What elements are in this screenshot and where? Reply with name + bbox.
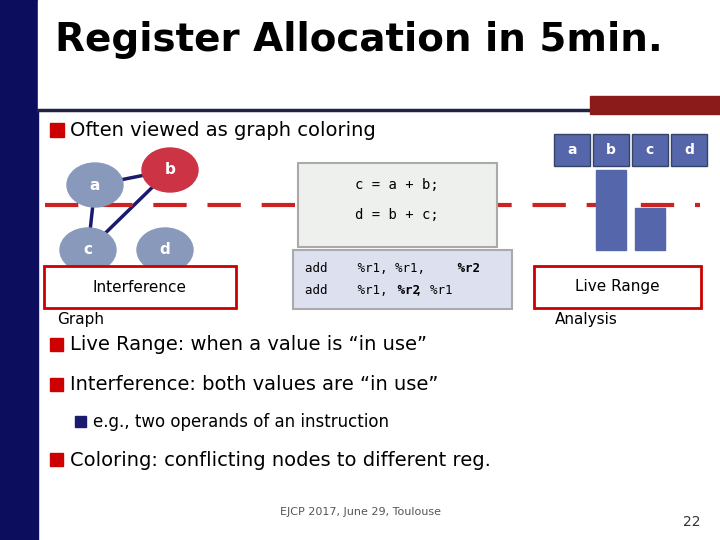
FancyBboxPatch shape xyxy=(534,266,701,308)
Text: Analysis: Analysis xyxy=(555,312,618,327)
Text: Graph: Graph xyxy=(57,312,104,327)
Bar xyxy=(590,96,720,114)
Text: b: b xyxy=(606,143,616,157)
Ellipse shape xyxy=(67,163,123,207)
FancyBboxPatch shape xyxy=(593,134,629,166)
Text: a: a xyxy=(90,178,100,192)
Ellipse shape xyxy=(60,228,116,272)
FancyBboxPatch shape xyxy=(554,134,590,166)
FancyBboxPatch shape xyxy=(632,134,668,166)
Bar xyxy=(50,123,64,137)
Ellipse shape xyxy=(142,148,198,192)
Bar xyxy=(38,0,720,110)
Text: d: d xyxy=(160,242,171,258)
Text: b: b xyxy=(165,163,176,178)
Bar xyxy=(635,208,665,250)
Text: d: d xyxy=(684,143,694,157)
Bar xyxy=(596,170,626,250)
Text: Register Allocation in 5min.: Register Allocation in 5min. xyxy=(55,21,662,59)
Text: a: a xyxy=(567,143,577,157)
FancyBboxPatch shape xyxy=(671,134,707,166)
Text: Interference: Interference xyxy=(93,280,187,294)
Text: c = a + b;: c = a + b; xyxy=(355,178,439,192)
Bar xyxy=(50,453,63,466)
Bar xyxy=(0,0,38,540)
Text: %r2: %r2 xyxy=(450,261,480,274)
Text: 22: 22 xyxy=(683,515,700,529)
Text: add    %r1, %r1,: add %r1, %r1, xyxy=(305,261,425,274)
Bar xyxy=(75,416,86,427)
Text: e.g., two operands of an instruction: e.g., two operands of an instruction xyxy=(93,413,389,431)
Text: c: c xyxy=(84,242,92,258)
Text: add    %r1,: add %r1, xyxy=(305,284,387,296)
FancyBboxPatch shape xyxy=(293,250,512,309)
Text: Live Range: when a value is “in use”: Live Range: when a value is “in use” xyxy=(70,335,427,354)
Text: %r2: %r2 xyxy=(390,284,420,296)
Text: Interference: both values are “in use”: Interference: both values are “in use” xyxy=(70,375,438,395)
Text: d = b + c;: d = b + c; xyxy=(355,208,439,222)
FancyBboxPatch shape xyxy=(298,163,497,247)
Bar xyxy=(50,338,63,351)
Text: Often viewed as graph coloring: Often viewed as graph coloring xyxy=(70,120,376,139)
Text: , %r1: , %r1 xyxy=(415,284,452,296)
Ellipse shape xyxy=(137,228,193,272)
FancyBboxPatch shape xyxy=(44,266,236,308)
Text: Live Range: Live Range xyxy=(575,280,660,294)
Bar xyxy=(50,378,63,391)
Text: Coloring: conflicting nodes to different reg.: Coloring: conflicting nodes to different… xyxy=(70,450,491,469)
Text: c: c xyxy=(646,143,654,157)
Text: EJCP 2017, June 29, Toulouse: EJCP 2017, June 29, Toulouse xyxy=(279,507,441,517)
